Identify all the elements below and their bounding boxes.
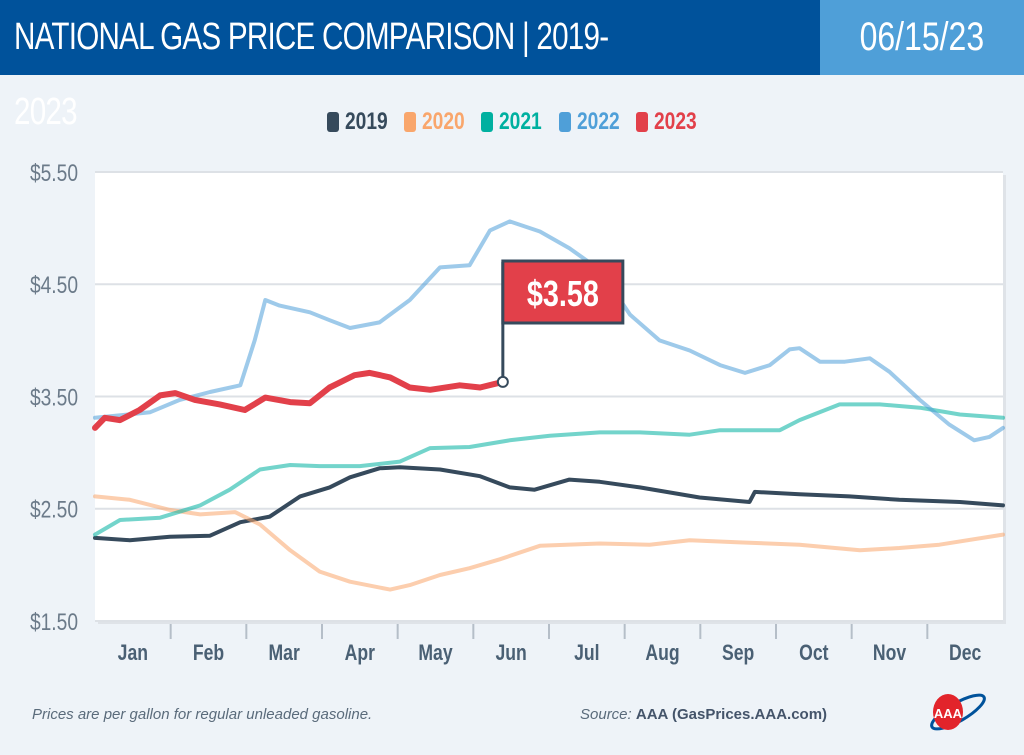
x-tick-label: Aug	[645, 641, 679, 665]
series-line-2023	[92, 369, 506, 431]
chart-title: NATIONAL GAS PRICE COMPARISON | 2019-202…	[0, 0, 820, 133]
x-tick-label: Jun	[496, 641, 527, 665]
line-chart: $5.50 $4.50 $3.50 $2.50 $1.50 Jan Feb Mar Apr May…	[30, 159, 1006, 666]
x-tick-label: Nov	[873, 641, 906, 665]
x-tick-label: Sep	[722, 641, 754, 665]
source-label: Source:	[580, 706, 632, 723]
svg-text:AAA: AAA	[934, 706, 963, 721]
flag-point	[496, 375, 509, 388]
date-badge: 06/15/23	[820, 0, 1024, 75]
title-text: NATIONAL GAS PRICE COMPARISON | 2019-202…	[14, 16, 609, 133]
legend: 2019 2020 2021 2022 2023	[0, 108, 1024, 136]
y-tick-label: $2.50	[30, 496, 78, 524]
x-tick-label: Jan	[118, 641, 148, 665]
legend-label: 2021	[499, 108, 543, 135]
x-tick-label: Dec	[949, 641, 981, 665]
legend-item-2022: 2022	[558, 108, 620, 136]
series-line-2020	[93, 494, 1005, 592]
flag-label: $3.58	[527, 273, 599, 314]
legend-swatch	[481, 112, 494, 132]
legend-item-2020: 2020	[403, 108, 465, 136]
x-tick-label: May	[418, 641, 452, 665]
series-line-2022	[93, 219, 1005, 443]
aaa-logo: AAA	[930, 693, 986, 731]
legend-label: 2019	[344, 108, 388, 135]
legend-label: 2023	[654, 108, 697, 135]
legend-item-2023: 2023	[636, 108, 697, 136]
date-text: 06/15/23	[859, 15, 985, 59]
legend-item-2021: 2021	[481, 108, 542, 136]
legend-item-2019: 2019	[326, 108, 388, 136]
legend-swatch	[403, 112, 416, 132]
source-credit: Source: AAA (GasPrices.AAA.com)	[580, 706, 827, 723]
x-tick-label: Apr	[345, 641, 376, 665]
y-tick-label: $4.50	[30, 271, 78, 299]
series-line-2019	[93, 465, 1005, 543]
y-tick-label: $5.50	[30, 159, 78, 187]
legend-label: 2020	[421, 108, 465, 135]
y-tick-label: $3.50	[30, 383, 78, 411]
y-tick-label: $1.50	[30, 608, 78, 636]
legend-swatch	[636, 112, 649, 132]
x-tick-label: Oct	[799, 641, 829, 665]
source-text: AAA (GasPrices.AAA.com)	[635, 706, 828, 723]
x-tick-label: Jul	[574, 641, 599, 665]
footnote: Prices are per gallon for regular unlead…	[32, 706, 373, 723]
flag-box	[501, 259, 625, 325]
x-tick-label: Feb	[193, 641, 224, 665]
legend-label: 2022	[576, 108, 620, 135]
legend-swatch	[558, 112, 571, 132]
series-line-2021	[93, 402, 1005, 537]
legend-swatch	[326, 112, 339, 132]
x-tick-label: Mar	[269, 641, 300, 665]
